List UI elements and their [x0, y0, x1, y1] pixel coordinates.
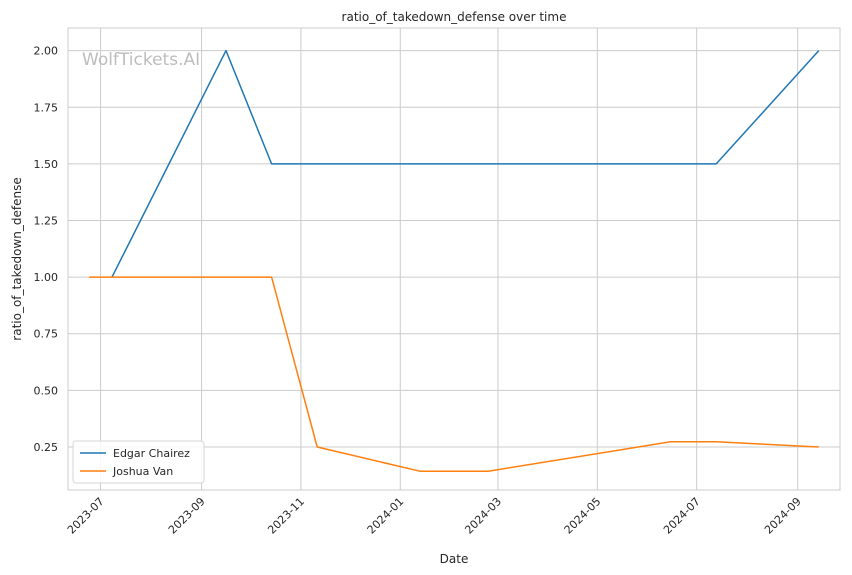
- y-tick-label: 1.50: [34, 158, 59, 171]
- legend-label-edgar-chairez: Edgar Chairez: [113, 447, 190, 460]
- plot-area: [67, 27, 841, 491]
- watermark: WolfTickets.AI: [82, 50, 200, 70]
- x-axis-title: Date: [440, 552, 469, 566]
- legend-label-joshua-van: Joshua Van: [112, 465, 173, 478]
- y-tick-label: 0.50: [34, 384, 59, 397]
- y-tick-label: 1.00: [34, 271, 59, 284]
- legend: Edgar Chairez Joshua Van: [72, 440, 205, 484]
- chart-title: ratio_of_takedown_defense over time: [342, 10, 567, 24]
- series-line-joshua-van: [89, 276, 819, 472]
- series-layer: [89, 49, 820, 472]
- y-tick-label: 1.75: [34, 101, 59, 114]
- y-tick-label: 1.25: [34, 215, 59, 228]
- y-tick-label: 2.00: [34, 45, 59, 58]
- legend-box: [72, 440, 205, 484]
- y-axis-ticks: 0.25 0.50 0.75 1.00 1.25 1.50 1.75 2.00: [34, 45, 59, 454]
- y-axis-title: ratio_of_takedown_defense: [10, 177, 24, 340]
- y-tick-label: 0.75: [34, 328, 59, 341]
- y-tick-label: 0.25: [34, 441, 59, 454]
- series-line-edgar-chairez: [111, 49, 820, 278]
